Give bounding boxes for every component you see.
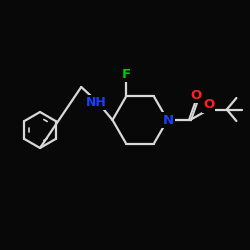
Text: F: F bbox=[122, 68, 131, 81]
Text: N: N bbox=[162, 114, 173, 126]
Text: O: O bbox=[190, 89, 202, 102]
Text: NH: NH bbox=[86, 96, 106, 108]
Text: O: O bbox=[203, 98, 214, 112]
